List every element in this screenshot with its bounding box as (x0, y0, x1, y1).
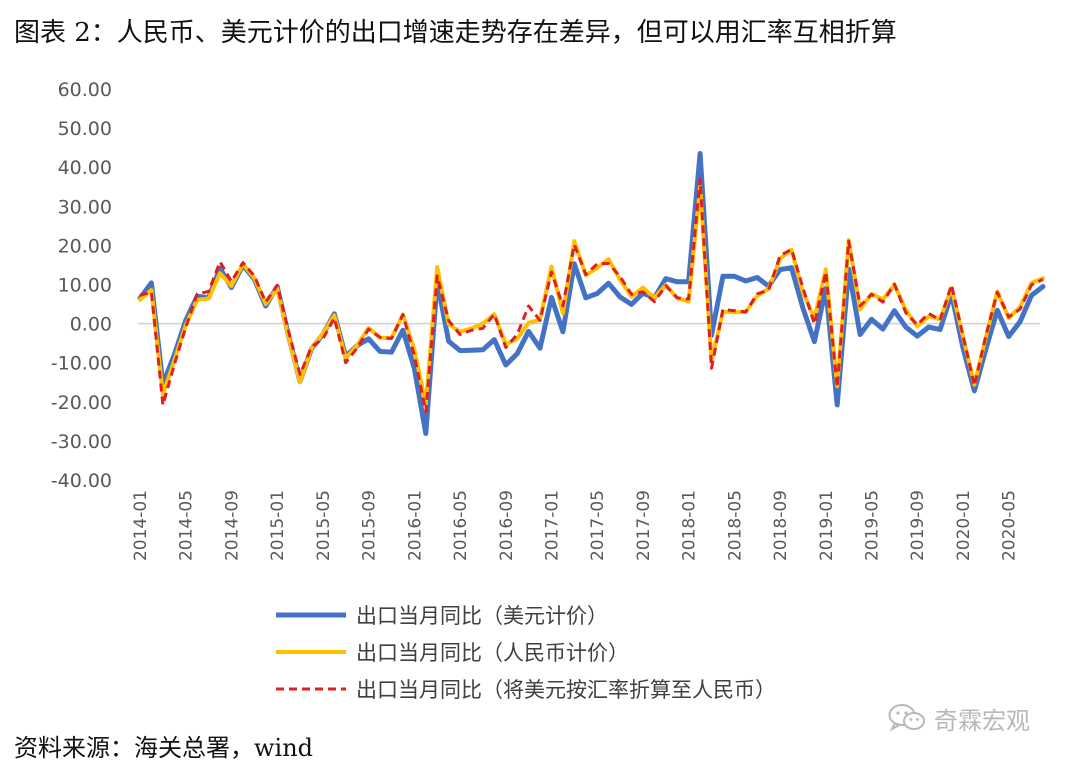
x-tick-label: 2014-01 (131, 490, 151, 561)
y-tick-label: 50.00 (58, 118, 112, 140)
legend-label-1: 出口当月同比（美元计价） (356, 604, 608, 628)
x-tick-label: 2019-01 (817, 490, 837, 561)
x-tick-label: 2017-05 (588, 490, 608, 561)
y-tick-label: 60.00 (58, 79, 112, 101)
y-tick-label: -20.00 (51, 392, 112, 414)
x-tick-label: 2014-09 (222, 490, 242, 561)
page-title: 图表 2：人民币、美元计价的出口增速走势存在差异，但可以用汇率互相折算 (14, 18, 897, 48)
wechat-icon (888, 704, 925, 732)
x-tick-label: 2018-01 (680, 490, 700, 561)
x-tick-label: 2018-09 (771, 490, 791, 561)
x-tick-label: 2016-09 (497, 490, 517, 561)
x-tick-label: 2017-09 (634, 490, 654, 561)
watermark: 奇霖宏观 (888, 700, 1030, 736)
x-tick-label: 2015-09 (360, 490, 380, 561)
x-tick-label: 2019-05 (863, 490, 883, 561)
x-tick-label: 2018-05 (725, 490, 745, 561)
x-axis: 2014-01 2014-05 2014-09 2015-01 2015-05 2015-… (131, 322, 1040, 561)
y-tick-label: -30.00 (51, 431, 112, 453)
x-tick-label: 2019-09 (908, 490, 928, 561)
x-tick-label: 2014-05 (177, 490, 197, 561)
x-tick-label: 2020-05 (1000, 490, 1020, 561)
legend-label-3: 出口当月同比（将美元按汇率折算至人民币） (356, 678, 776, 702)
x-tick-label: 2017-01 (542, 490, 562, 561)
chart-legend: 出口当月同比（美元计价） 出口当月同比（人民币计价） 出口当月同比（将美元按汇率折算… (276, 604, 776, 702)
y-tick-label: 30.00 (58, 196, 112, 218)
y-tick-label: -10.00 (51, 353, 112, 375)
y-tick-label: 20.00 (58, 235, 112, 257)
x-tick-label: 2015-01 (268, 490, 288, 561)
x-tick-label: 2020-01 (954, 490, 974, 561)
series-lines (137, 151, 1046, 436)
y-tick-label: 10.00 (58, 275, 112, 297)
y-tick-label: -40.00 (51, 470, 112, 492)
y-axis: 60.00 50.00 40.00 30.00 20.00 10.00 0.00 -10.00… (51, 79, 112, 492)
series-line-3 (139, 177, 1044, 414)
y-tick-label: 40.00 (58, 157, 112, 179)
x-tick-label: 2015-05 (314, 490, 334, 561)
watermark-text: 奇霖宏观 (934, 706, 1030, 735)
x-tick-label: 2016-05 (451, 490, 471, 561)
y-tick-label: 0.00 (70, 314, 112, 336)
source-note: 资料来源：海关总署，wind (14, 734, 314, 762)
series-line-2 (138, 184, 1045, 407)
legend-label-2: 出口当月同比（人民币计价） (356, 641, 629, 665)
x-tick-label: 2016-01 (405, 490, 425, 561)
